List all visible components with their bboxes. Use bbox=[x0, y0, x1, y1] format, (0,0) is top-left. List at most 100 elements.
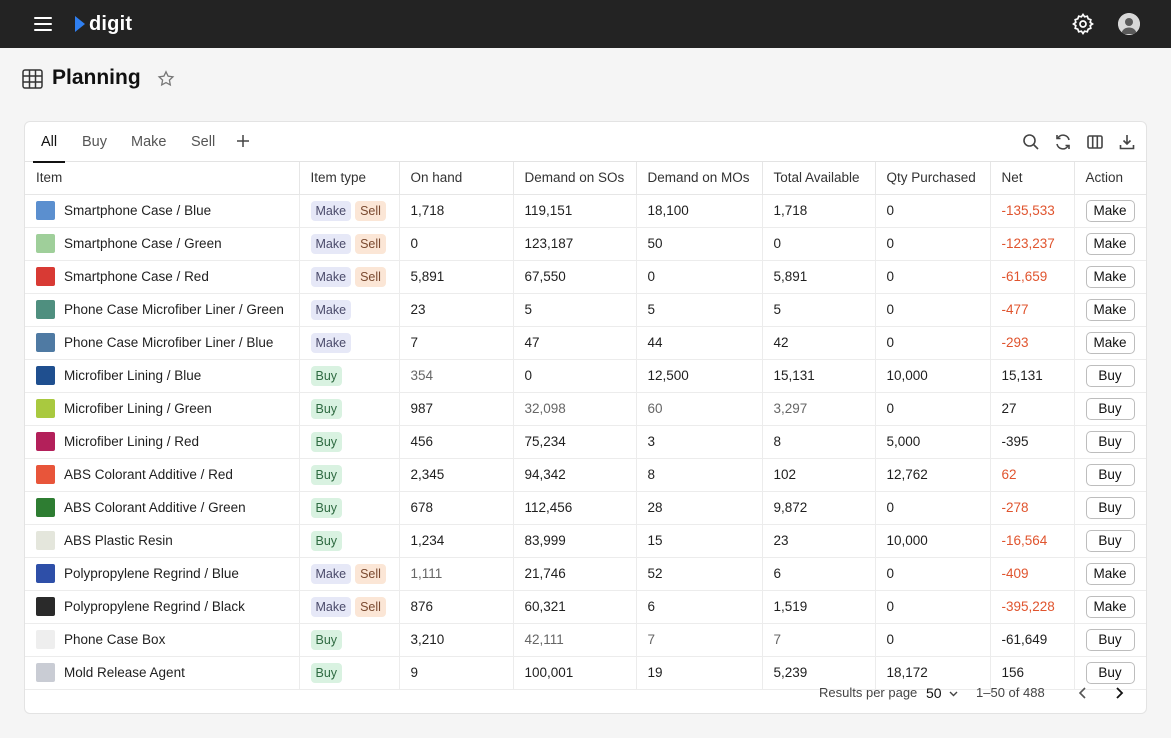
make-action-button[interactable]: Make bbox=[1085, 298, 1135, 321]
make-action-button[interactable]: Make bbox=[1085, 562, 1135, 585]
item-name[interactable]: ABS Colorant Additive / Red bbox=[64, 467, 233, 482]
item-type-cell: Make bbox=[299, 293, 400, 327]
item-cell[interactable]: Phone Case Microfiber Liner / Green bbox=[25, 293, 300, 327]
item-name[interactable]: Microfiber Lining / Blue bbox=[64, 368, 202, 383]
on-hand-cell: 9 bbox=[399, 656, 514, 690]
item-name[interactable]: ABS Plastic Resin bbox=[64, 533, 173, 548]
buy-action-button[interactable]: Buy bbox=[1085, 364, 1135, 387]
table-row[interactable]: ABS Colorant Additive / Red Buy 2,345 94,34… bbox=[25, 458, 1146, 492]
net-cell: -477 bbox=[990, 293, 1075, 327]
table-row[interactable]: ABS Plastic Resin Buy 1,234 83,999 15 23 10,00… bbox=[25, 524, 1146, 558]
table-row[interactable]: Smartphone Case / Green Make Sell 0 123,187 5… bbox=[25, 227, 1146, 261]
demand-mos-cell: 60 bbox=[636, 392, 763, 426]
demand-sos-cell: 42,111 bbox=[513, 623, 637, 657]
item-cell[interactable]: Smartphone Case / Blue bbox=[25, 194, 300, 228]
demand-sos-cell: 94,342 bbox=[513, 458, 637, 492]
item-cell[interactable]: Phone Case Box bbox=[25, 623, 300, 657]
hamburger-menu-icon[interactable] bbox=[33, 14, 53, 34]
buy-action-button[interactable]: Buy bbox=[1085, 529, 1135, 552]
net-cell: -16,564 bbox=[990, 524, 1075, 558]
item-cell[interactable]: Microfiber Lining / Red bbox=[25, 425, 300, 459]
make-action-button[interactable]: Make bbox=[1085, 265, 1135, 288]
item-cell[interactable]: ABS Colorant Additive / Red bbox=[25, 458, 300, 492]
tab-all[interactable]: All bbox=[32, 122, 66, 163]
column-header-on-hand[interactable]: On hand bbox=[399, 162, 514, 195]
buy-action-button[interactable]: Buy bbox=[1085, 496, 1135, 519]
item-cell[interactable]: Microfiber Lining / Green bbox=[25, 392, 300, 426]
item-name[interactable]: Phone Case Microfiber Liner / Green bbox=[64, 302, 284, 317]
previous-page-chevron-left-icon[interactable] bbox=[1074, 684, 1092, 702]
table-row[interactable]: Mold Release Agent Buy 9 100,001 19 5,239 18,1… bbox=[25, 656, 1146, 690]
column-header-item-type[interactable]: Item type bbox=[299, 162, 400, 195]
make-action-button[interactable]: Make bbox=[1085, 232, 1135, 255]
column-header-demand-sos[interactable]: Demand on SOs bbox=[513, 162, 637, 195]
item-cell[interactable]: Smartphone Case / Green bbox=[25, 227, 300, 261]
item-name[interactable]: Phone Case Box bbox=[64, 632, 166, 647]
favorite-star-icon[interactable] bbox=[157, 70, 175, 88]
table-row[interactable]: Polypropylene Regrind / Blue Make Sell 1,11… bbox=[25, 557, 1146, 591]
column-header-total-available[interactable]: Total Available bbox=[762, 162, 876, 195]
download-icon[interactable] bbox=[1118, 133, 1136, 151]
column-header-qty-purchased[interactable]: Qty Purchased bbox=[875, 162, 991, 195]
next-page-chevron-right-icon[interactable] bbox=[1110, 684, 1128, 702]
item-name[interactable]: Smartphone Case / Green bbox=[64, 236, 222, 251]
item-cell[interactable]: Smartphone Case / Red bbox=[25, 260, 300, 294]
user-avatar[interactable] bbox=[1118, 13, 1140, 35]
item-cell[interactable]: Polypropylene Regrind / Blue bbox=[25, 557, 300, 591]
tab-sell[interactable]: Sell bbox=[191, 134, 216, 150]
item-cell[interactable]: Mold Release Agent bbox=[25, 656, 300, 690]
make-action-button[interactable]: Make bbox=[1085, 595, 1135, 618]
table-row[interactable]: Smartphone Case / Red Make Sell 5,891 67,550… bbox=[25, 260, 1146, 294]
item-name[interactable]: Polypropylene Regrind / Black bbox=[64, 599, 245, 614]
buy-action-button[interactable]: Buy bbox=[1085, 628, 1135, 651]
table-row[interactable]: Polypropylene Regrind / Black Make Sell 876… bbox=[25, 590, 1146, 624]
qty-purchased-cell: 0 bbox=[875, 326, 991, 360]
table-row[interactable]: ABS Colorant Additive / Green Buy 678 112,4… bbox=[25, 491, 1146, 525]
app-logo[interactable]: digit bbox=[74, 11, 132, 37]
table-row[interactable]: Phone Case Box Buy 3,210 42,111 7 7 0 -61,649 Bu… bbox=[25, 623, 1146, 657]
buy-action-button[interactable]: Buy bbox=[1085, 430, 1135, 453]
item-cell[interactable]: Phone Case Microfiber Liner / Blue bbox=[25, 326, 300, 360]
item-cell[interactable]: ABS Plastic Resin bbox=[25, 524, 300, 558]
buy-action-button[interactable]: Buy bbox=[1085, 397, 1135, 420]
make-action-button[interactable]: Make bbox=[1085, 331, 1135, 354]
table-grid-icon bbox=[22, 69, 43, 89]
item-name[interactable]: Mold Release Agent bbox=[64, 665, 185, 680]
item-name[interactable]: ABS Colorant Additive / Green bbox=[64, 500, 246, 515]
item-name[interactable]: Microfiber Lining / Red bbox=[64, 434, 200, 449]
item-name[interactable]: Smartphone Case / Blue bbox=[64, 203, 212, 218]
item-name[interactable]: Smartphone Case / Red bbox=[64, 269, 209, 284]
item-name[interactable]: Phone Case Microfiber Liner / Blue bbox=[64, 335, 274, 350]
column-header-item[interactable]: Item bbox=[25, 162, 300, 195]
table-row[interactable]: Microfiber Lining / Green Buy 987 32,098 60 3… bbox=[25, 392, 1146, 426]
on-hand-cell: 354 bbox=[399, 359, 514, 393]
make-action-button[interactable]: Make bbox=[1085, 199, 1135, 222]
tab-buy[interactable]: Buy bbox=[82, 134, 107, 150]
buy-action-button[interactable]: Buy bbox=[1085, 661, 1135, 684]
add-tab-plus-icon[interactable] bbox=[235, 133, 251, 149]
item-type-cell: Buy bbox=[299, 524, 400, 558]
results-per-page-select[interactable]: 50 bbox=[926, 683, 964, 703]
item-cell[interactable]: Polypropylene Regrind / Black bbox=[25, 590, 300, 624]
tab-make[interactable]: Make bbox=[131, 134, 167, 150]
buy-action-button[interactable]: Buy bbox=[1085, 463, 1135, 486]
item-type-cell: Make Sell bbox=[299, 227, 400, 261]
columns-icon[interactable] bbox=[1086, 133, 1104, 151]
on-hand-cell: 987 bbox=[399, 392, 514, 426]
table-row[interactable]: Microfiber Lining / Red Buy 456 75,234 3 8 5,0… bbox=[25, 425, 1146, 459]
refresh-icon[interactable] bbox=[1054, 133, 1072, 151]
item-name[interactable]: Microfiber Lining / Green bbox=[64, 401, 212, 416]
demand-mos-cell: 50 bbox=[636, 227, 763, 261]
table-row[interactable]: Phone Case Microfiber Liner / Green Make 2… bbox=[25, 293, 1146, 327]
table-row[interactable]: Microfiber Lining / Blue Buy 354 0 12,500 15,… bbox=[25, 359, 1146, 393]
search-icon[interactable] bbox=[1022, 133, 1040, 151]
item-cell[interactable]: Microfiber Lining / Blue bbox=[25, 359, 300, 393]
column-header-demand-mos[interactable]: Demand on MOs bbox=[636, 162, 763, 195]
item-cell[interactable]: ABS Colorant Additive / Green bbox=[25, 491, 300, 525]
demand-sos-cell: 32,098 bbox=[513, 392, 637, 426]
item-name[interactable]: Polypropylene Regrind / Blue bbox=[64, 566, 239, 581]
column-header-net[interactable]: Net bbox=[990, 162, 1075, 195]
table-row[interactable]: Phone Case Microfiber Liner / Blue Make 7 4… bbox=[25, 326, 1146, 360]
settings-gear-icon[interactable] bbox=[1071, 12, 1095, 36]
table-row[interactable]: Smartphone Case / Blue Make Sell 1,718 119,1… bbox=[25, 194, 1146, 228]
